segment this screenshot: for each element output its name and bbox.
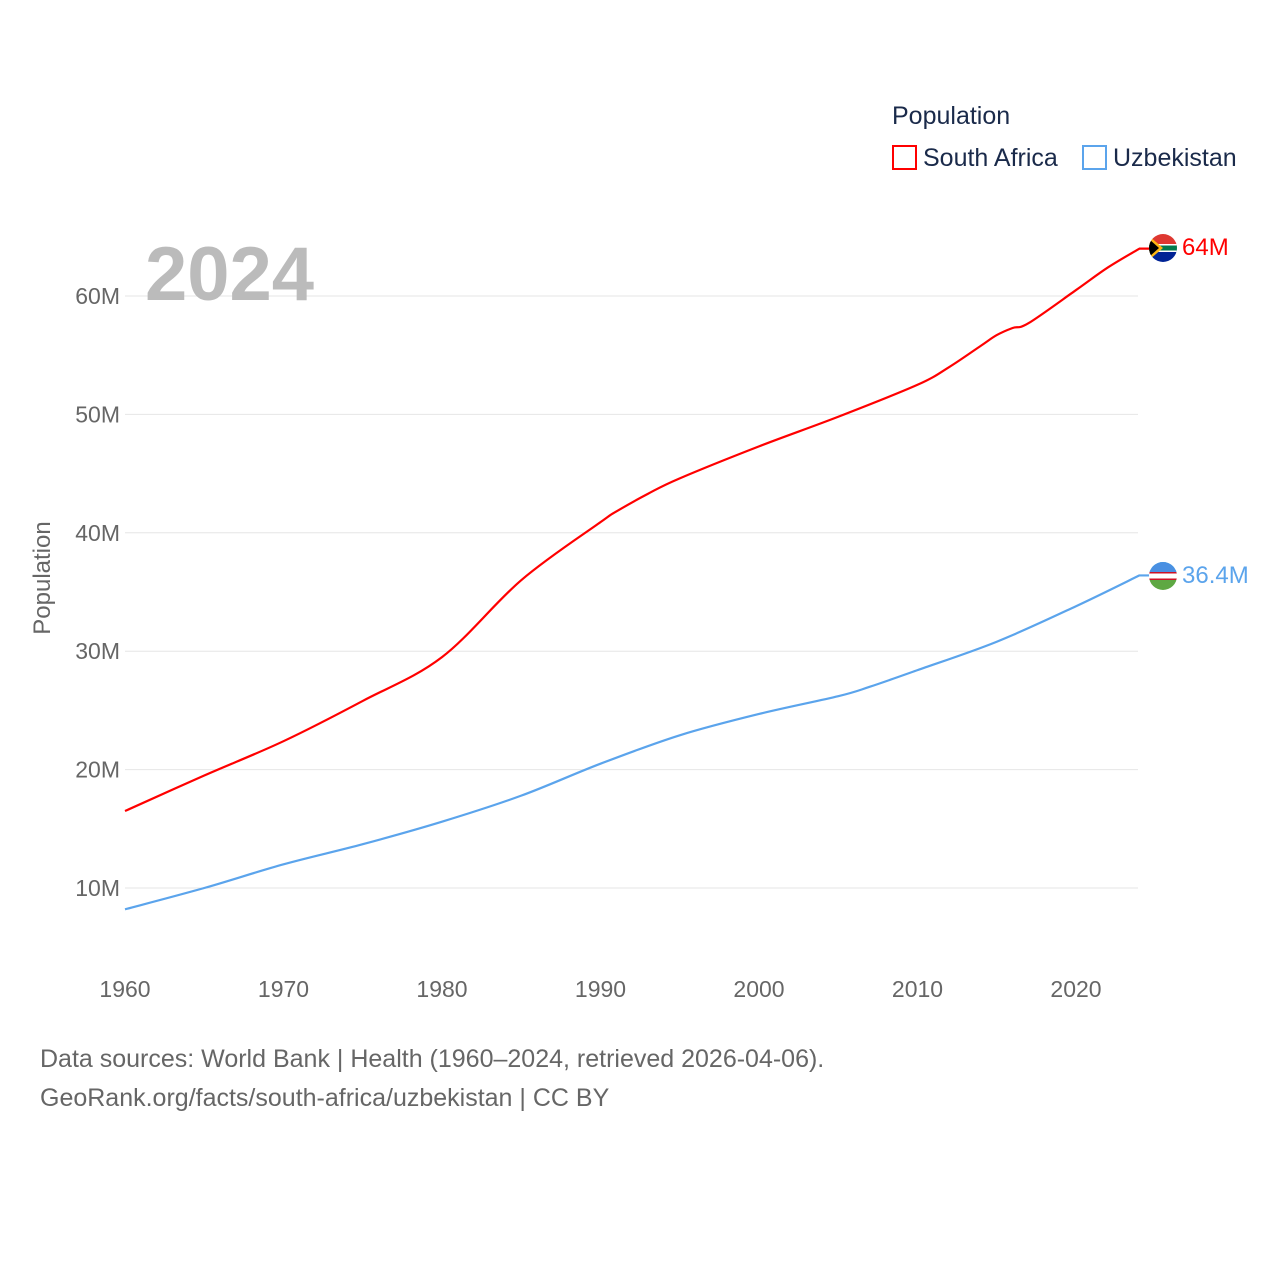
y-tick-label: 30M [75, 638, 120, 664]
legend: Population South Africa Uzbekistan [892, 102, 1237, 172]
y-tick-label: 60M [75, 283, 120, 309]
y-tick-label: 10M [75, 875, 120, 901]
legend-swatch-uzbekistan [1082, 145, 1107, 170]
x-tick-label: 2020 [1050, 976, 1101, 1002]
uzbekistan-flag-icon [1149, 562, 1177, 590]
footer-sources: Data sources: World Bank | Health (1960–… [40, 1045, 825, 1073]
uzbekistan-end-label: 36.4M [1182, 562, 1249, 589]
x-tick-label: 1970 [258, 976, 309, 1002]
x-tick-label: 2000 [733, 976, 784, 1002]
legend-title: Population [892, 102, 1010, 130]
y-tick-label: 20M [75, 757, 120, 783]
y-axis-label: Population [29, 521, 56, 634]
legend-label-south-africa: South Africa [923, 144, 1058, 172]
y-tick-label: 50M [75, 401, 120, 427]
legend-label-uzbekistan: Uzbekistan [1113, 144, 1237, 172]
x-tick-label: 2010 [892, 976, 943, 1002]
south-africa-flag-icon [1149, 234, 1177, 262]
x-tick-label: 1990 [575, 976, 626, 1002]
series-line-uzbekistan [124, 574, 1150, 911]
y-tick-label: 40M [75, 520, 120, 546]
year-label: 2024 [145, 232, 314, 317]
footer-attribution: GeoRank.org/facts/south-africa/uzbekista… [40, 1084, 610, 1112]
series-line-south-africa [124, 247, 1150, 813]
x-tick-label: 1980 [416, 976, 467, 1002]
legend-swatch-south-africa [892, 145, 917, 170]
x-tick-label: 1960 [99, 976, 150, 1002]
south-africa-end-label: 64M [1182, 234, 1229, 261]
